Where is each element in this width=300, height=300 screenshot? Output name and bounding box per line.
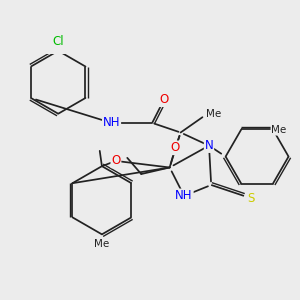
- Text: NH: NH: [175, 189, 193, 203]
- Text: Cl: Cl: [52, 35, 64, 48]
- Text: O: O: [159, 93, 169, 106]
- Text: Me: Me: [271, 125, 286, 135]
- Text: N: N: [205, 139, 213, 152]
- Text: Me: Me: [206, 109, 221, 119]
- Text: Me: Me: [94, 239, 110, 249]
- Text: O: O: [111, 154, 121, 167]
- Text: NH: NH: [103, 116, 120, 129]
- Text: O: O: [171, 141, 180, 154]
- Text: S: S: [248, 193, 255, 206]
